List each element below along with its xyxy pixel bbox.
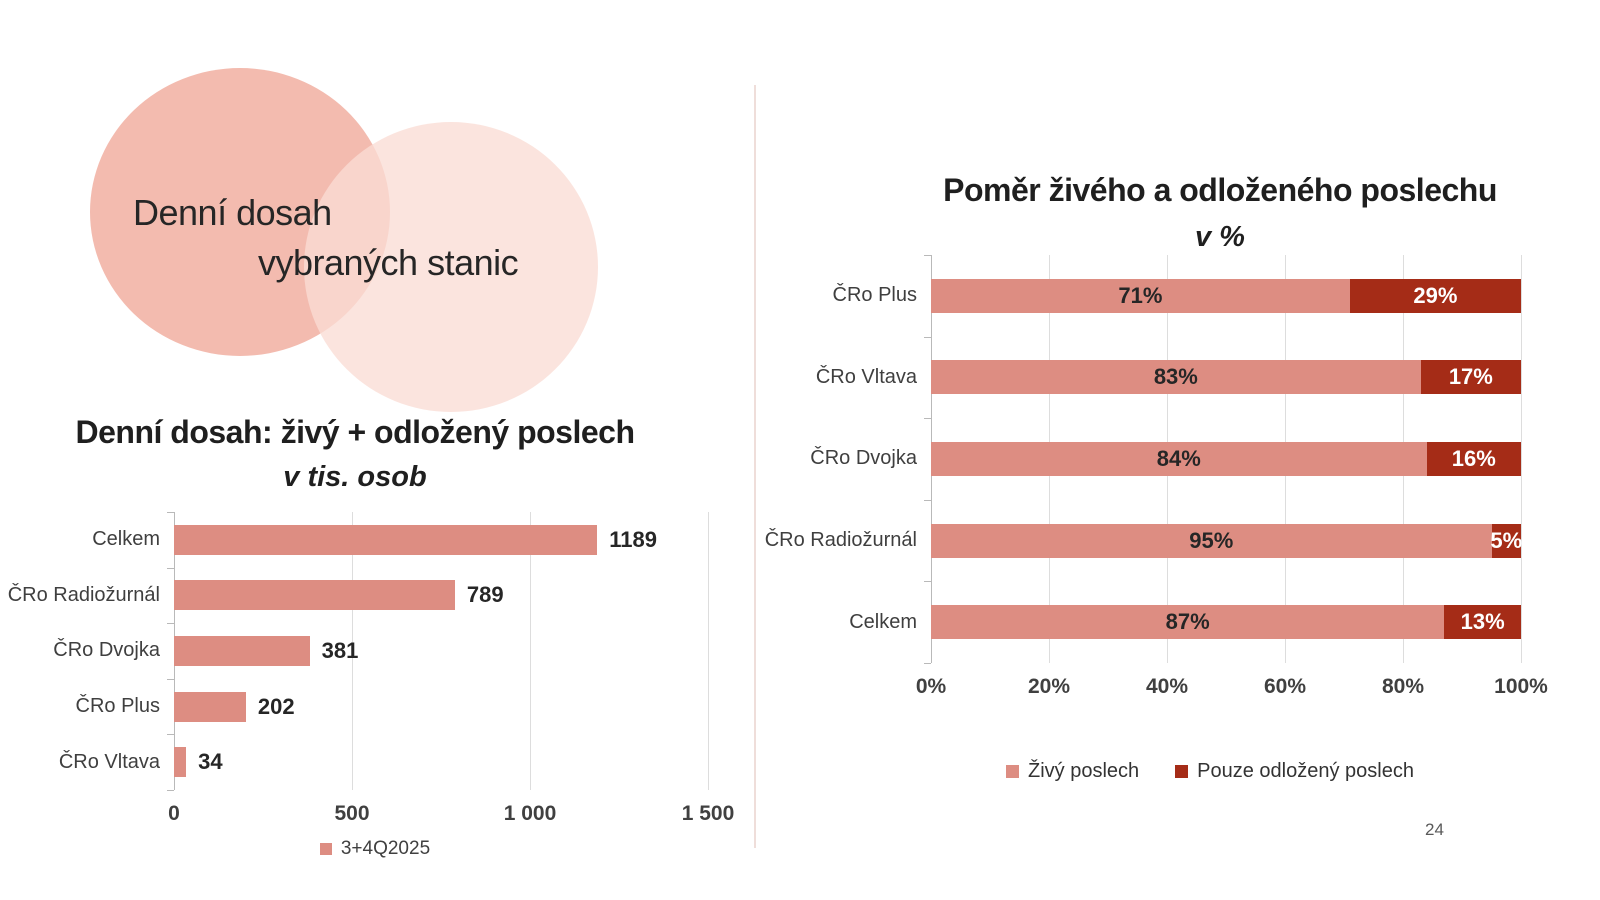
bar-segment-live: 84%	[931, 441, 1427, 476]
reach-plot: 0 500 1 000 1 500 Celkem 1189 ČRo Radiožurnál 7…	[8, 512, 734, 825]
legend-swatch-icon	[1175, 765, 1189, 778]
x-tick-label: 0%	[915, 675, 947, 698]
x-tick-label: 40%	[1145, 675, 1189, 698]
section-divider	[754, 85, 756, 848]
gridline	[708, 512, 709, 790]
x-tick-label: 100%	[1494, 675, 1548, 698]
category-label: ČRo Vltava	[815, 365, 917, 388]
segment-label: 83%	[1153, 364, 1198, 390]
legend-label: Pouze odložený poslech	[1197, 760, 1414, 782]
bar-segment-deferred: 17%	[1420, 360, 1521, 395]
category-label: Celkem	[92, 528, 160, 551]
category-label: ČRo Plus	[75, 695, 160, 718]
segment-label: 95%	[1189, 527, 1234, 553]
bar-segment-deferred: 5%	[1490, 523, 1523, 558]
bar	[174, 747, 187, 778]
category-label: Celkem	[849, 610, 917, 633]
bar-row: ČRo Radiožurnál 789	[8, 568, 708, 624]
ratio-plot: 0% 20% 40% 60% 80% 100% ČRo Plus 71% 29% ČRo Vlta…	[765, 255, 1548, 698]
bar-segment-live: 71%	[931, 278, 1350, 313]
category-label: ČRo Dvojka	[53, 639, 160, 662]
reach-legend: 3+4Q2025	[40, 838, 710, 860]
bar-segment-deferred: 16%	[1426, 441, 1521, 476]
x-tick-label: 0	[168, 802, 180, 825]
gridline	[1521, 255, 1522, 663]
bar-row: ČRo Dvojka 381	[53, 623, 708, 679]
segment-label: 17%	[1448, 364, 1493, 390]
ratio-chart-subtitle: v %	[1195, 221, 1245, 253]
segment-label: 29%	[1413, 282, 1458, 308]
ratio-chart-title: Poměr živého a odloženého poslechu	[943, 172, 1497, 208]
axis-tick	[924, 663, 931, 664]
gridline	[530, 512, 531, 790]
legend-label: 3+4Q2025	[340, 838, 431, 859]
axis-tick	[924, 418, 931, 419]
legend-swatch-icon	[1006, 765, 1019, 778]
bar	[174, 524, 598, 555]
value-label: 789	[466, 582, 504, 608]
x-tick-label: 1 000	[503, 802, 557, 825]
legend-label: Živý poslech	[1028, 760, 1140, 782]
hero-circle-small	[304, 122, 598, 412]
x-tick-label: 80%	[1381, 675, 1425, 698]
segment-label: 5%	[1490, 527, 1523, 553]
bar-segment-deferred: 13%	[1444, 605, 1521, 640]
bar-segment-live: 87%	[931, 605, 1445, 640]
bar-row: ČRo Dvojka 84% 16%	[810, 418, 1521, 500]
bar-row: ČRo Radiožurnál 95% 5%	[765, 500, 1523, 582]
bar	[174, 635, 310, 666]
axis-tick	[924, 500, 931, 501]
hero-title-line2: vybraných stanic	[258, 242, 519, 283]
axis-tick	[167, 734, 174, 735]
bar-row: ČRo Vltava 34	[59, 734, 708, 790]
axis-tick	[167, 790, 174, 791]
category-label: ČRo Dvojka	[810, 447, 917, 470]
axis-tick	[924, 337, 931, 338]
legend-item-deferred: Pouze odložený poslech	[1175, 760, 1414, 783]
bar-segment-live: 83%	[931, 360, 1421, 395]
axis-tick	[167, 623, 174, 624]
axis-tick	[167, 512, 174, 513]
bar-row: Celkem 1189	[92, 512, 708, 568]
bar-row: ČRo Vltava 83% 17%	[816, 337, 1521, 419]
gridline	[352, 512, 353, 790]
bar-segment-live: 95%	[931, 523, 1492, 558]
legend-swatch-icon	[319, 843, 332, 855]
value-label: 381	[321, 637, 359, 663]
bar-row: ČRo Plus 71% 29%	[833, 255, 1521, 337]
x-tick-label: 1 500	[681, 802, 735, 825]
axis-tick	[167, 679, 174, 680]
x-tick-label: 500	[334, 802, 370, 825]
legend-item-live: Živý poslech	[1006, 760, 1139, 783]
category-label: ČRo Plus	[832, 284, 917, 307]
axis-tick	[924, 255, 931, 256]
value-label: 1189	[609, 526, 658, 552]
page-number: 24	[1425, 820, 1444, 839]
axis-tick	[924, 581, 931, 582]
bar-segment-deferred: 29%	[1349, 278, 1521, 313]
segment-label: 13%	[1460, 609, 1505, 635]
x-tick-label: 60%	[1263, 675, 1307, 698]
value-label: 34	[198, 749, 223, 775]
bar	[174, 691, 246, 722]
segment-label: 16%	[1451, 445, 1496, 471]
category-label: ČRo Radiožurnál	[7, 583, 160, 606]
bar-row: ČRo Plus 202	[76, 679, 708, 735]
x-tick-label: 20%	[1027, 675, 1071, 698]
legend-item-3q4q2025: 3+4Q2025	[319, 838, 431, 860]
reach-chart-title: Denní dosah: živý + odložený poslech	[75, 414, 636, 450]
bar-row: Celkem 87% 13%	[849, 581, 1521, 663]
segment-label: 71%	[1118, 282, 1163, 308]
axis-tick	[167, 568, 174, 569]
reach-chart-subtitle: v tis. osob	[283, 461, 427, 493]
value-label: 202	[257, 693, 295, 719]
bar	[174, 580, 455, 611]
category-label: ČRo Vltava	[58, 750, 160, 773]
segment-label: 87%	[1165, 609, 1210, 635]
segment-label: 84%	[1156, 445, 1201, 471]
hero-title-line1: Denní dosah	[133, 192, 332, 233]
category-label: ČRo Radiožurnál	[764, 529, 917, 552]
ratio-legend: Živý poslech Pouze odložený poslech	[900, 760, 1520, 783]
